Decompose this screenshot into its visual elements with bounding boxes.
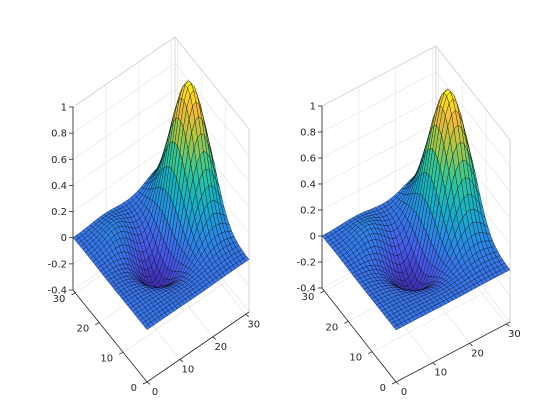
x-tick-label: 10 [434,368,447,379]
x-tick [469,342,473,347]
z-tick-label: 0.2 [300,206,316,217]
y-floor-grid-line [371,291,487,352]
x-axis-line [146,311,250,383]
z-tick-label: 0.6 [300,154,316,165]
z-tick-label: -0.4 [47,286,67,297]
box-edge [72,36,176,108]
z-grid-line [321,71,511,167]
z-tick-label: 0.4 [300,180,316,191]
x-tick-label: 20 [214,342,227,353]
box-edge [321,45,437,107]
y-tick-label: 0 [380,383,386,394]
z-tick-label: 0 [310,232,316,243]
surface-patch [144,324,151,330]
x-tick-label: 0 [401,387,407,398]
z-tick-label: 1 [310,102,316,113]
y-axis-line [72,289,148,383]
x-tick-label: 30 [508,329,521,340]
y-tick-label: 0 [131,383,137,394]
y-floor-grid-line [122,282,226,353]
z-tick-label: 0.8 [51,129,67,140]
y-tick [95,322,100,326]
x-axis-line [395,321,511,383]
z-tick-label: -0.2 [296,258,316,269]
z-tick-label: 0.4 [51,181,67,192]
y-tick [320,290,325,294]
axes-lines [321,106,511,383]
y-tick-label: 10 [100,353,113,364]
axes-lines [72,107,250,383]
y-tick-label: 10 [349,353,362,364]
surface-mesh [321,88,511,331]
x-tick [395,381,400,385]
y-tick-label: 30 [302,292,315,303]
z-grid-line [321,45,511,141]
z-tick-label: -0.2 [47,259,67,270]
x-tick [432,362,437,366]
z-tick-label: 1 [61,103,67,114]
y-tick [391,381,397,385]
x-tick [212,336,217,340]
x-tick-label: 10 [182,364,195,375]
y-tick-label: 20 [77,324,90,335]
surface-mesh [72,80,250,330]
x-tick [245,313,249,318]
x-tick-label: 0 [152,387,158,398]
box-edge [174,36,250,130]
x-tick [179,359,184,363]
x-tick-label: 20 [471,348,484,359]
y-tick-label: 20 [326,322,339,333]
y-tick-label: 30 [53,294,66,305]
x-tick [506,323,510,327]
box-edge [435,45,511,141]
y-tick [142,381,148,385]
y-tick [118,351,124,355]
z-tick-label: 0.8 [300,128,316,139]
z-tick-label: 0.6 [51,155,67,166]
y-tick [71,292,76,296]
y-tick [344,320,349,324]
y-axis-line [321,287,397,383]
x-tick [146,381,151,385]
z-tick-label: 0.2 [51,207,67,218]
z-tick-label: 0 [61,233,67,244]
x-tick-label: 30 [247,319,260,330]
z-tick-label: -0.4 [296,284,316,295]
surface-patch [393,324,401,331]
y-tick [367,351,373,355]
